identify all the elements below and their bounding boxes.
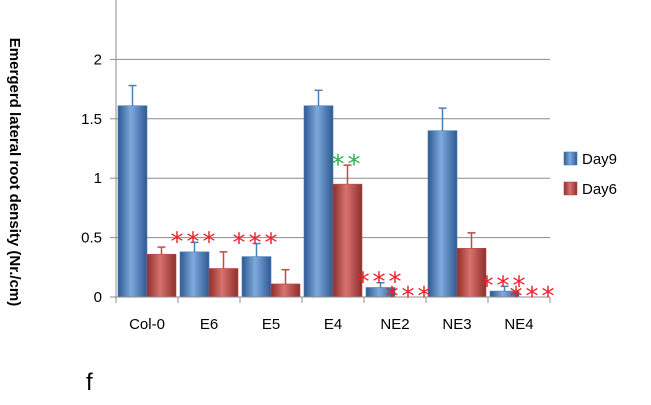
legend-label-day9: Day9 (582, 151, 617, 168)
x-tick-label-e5: E5 (262, 316, 280, 333)
y-tick-label: 1 (94, 170, 102, 187)
bar-col-0-day9 (117, 105, 148, 298)
y-tick-label: 0.5 (81, 230, 102, 247)
significance-ne2-day9: *** (357, 268, 405, 298)
y-axis-label: Emergerd lateral root density (Nr./cm) (6, 38, 23, 306)
significance-annotations: *** *********** ****** (171, 150, 558, 312)
y-tick-label: 2 (94, 51, 102, 68)
x-tick-label-ne2: NE2 (380, 316, 409, 333)
significance-ne4-day6: *** (510, 282, 558, 312)
y-tick-label: 1.5 (81, 111, 102, 128)
bars (117, 84, 520, 298)
bar-e4-day9 (303, 105, 334, 298)
bar-e5-day6 (270, 283, 301, 298)
tick-labels: 0 0.5 1 1.5 2 Col-0 E6 E5 E4 NE2 NE3 NE4 (81, 51, 533, 333)
legend-swatch-day9 (563, 151, 578, 166)
significance-e5-day9: *** (233, 229, 281, 259)
x-tick-label-ne3: NE3 (442, 316, 471, 333)
significance-ne2-day6: *** (386, 282, 434, 312)
bar-ne3-day6 (456, 247, 487, 298)
bar-e5-day9 (241, 256, 272, 298)
x-tick-label-e6: E6 (200, 316, 218, 333)
legend-label-day6: Day6 (582, 181, 617, 198)
x-tick-label-col-0: Col-0 (129, 316, 165, 333)
x-tick-label-e4: E4 (324, 316, 342, 333)
legend: Day9 Day6 (563, 151, 617, 198)
bar-e6-day9 (179, 251, 210, 298)
significance-ne4-day9: *** (481, 271, 529, 301)
significance-e6-day9: *** (171, 227, 219, 257)
bar-ne3-day9 (427, 130, 458, 298)
x-tick-label-ne4: NE4 (504, 316, 533, 333)
y-tick-label: 0 (94, 289, 102, 306)
legend-swatch-day6 (563, 181, 578, 196)
significance-e4-day6: ** (332, 150, 364, 180)
bar-e6-day6 (208, 268, 239, 298)
axes (110, 0, 551, 303)
panel-label: f (86, 369, 93, 396)
bar-col-0-day6 (146, 253, 177, 298)
